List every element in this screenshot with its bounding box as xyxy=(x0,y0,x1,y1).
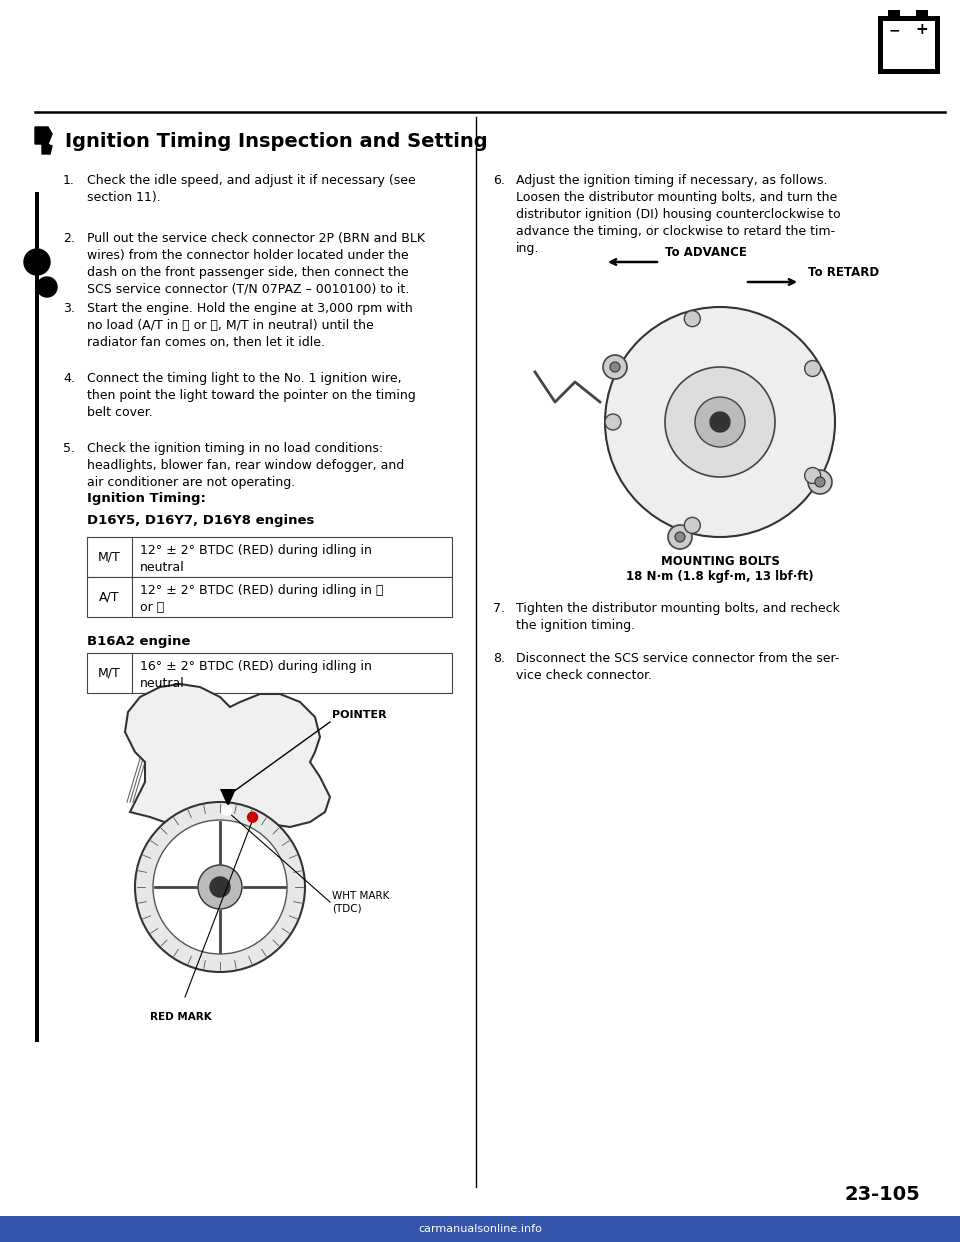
Polygon shape xyxy=(220,789,236,807)
Text: D16Y5, D16Y7, D16Y8 engines: D16Y5, D16Y7, D16Y8 engines xyxy=(87,514,314,527)
Text: A/T: A/T xyxy=(99,590,120,604)
Circle shape xyxy=(210,877,230,897)
Text: RED MARK: RED MARK xyxy=(150,1012,212,1022)
Text: Disconnect the SCS service connector from the ser-
vice check connector.: Disconnect the SCS service connector fro… xyxy=(516,652,839,682)
Text: −: − xyxy=(888,24,900,37)
Text: Connect the timing light to the No. 1 ignition wire,
then point the light toward: Connect the timing light to the No. 1 ig… xyxy=(87,373,416,419)
Circle shape xyxy=(135,802,305,972)
Circle shape xyxy=(610,361,620,373)
Text: 12° ± 2° BTDC (RED) during idling in
neutral: 12° ± 2° BTDC (RED) during idling in neu… xyxy=(140,544,372,574)
Text: Ignition Timing Inspection and Setting: Ignition Timing Inspection and Setting xyxy=(65,132,488,152)
Text: 6.: 6. xyxy=(493,174,505,188)
Circle shape xyxy=(668,525,692,549)
Text: carmanualsonline.info: carmanualsonline.info xyxy=(418,1225,542,1235)
Circle shape xyxy=(815,477,825,487)
Circle shape xyxy=(198,864,242,909)
Text: 12° ± 2° BTDC (RED) during idling in ⓝ
or Ⓟ: 12° ± 2° BTDC (RED) during idling in ⓝ o… xyxy=(140,584,383,614)
Text: To ADVANCE: To ADVANCE xyxy=(665,246,747,260)
Text: Adjust the ignition timing if necessary, as follows.
Loosen the distributor moun: Adjust the ignition timing if necessary,… xyxy=(516,174,841,255)
Text: Pull out the service check connector 2P (BRN and BLK
wires) from the connector h: Pull out the service check connector 2P … xyxy=(87,232,425,296)
Circle shape xyxy=(153,820,287,954)
Text: Ignition Timing:: Ignition Timing: xyxy=(87,492,205,505)
Circle shape xyxy=(248,812,257,822)
Text: 1.: 1. xyxy=(63,174,75,188)
Text: WHT MARK
(TDC): WHT MARK (TDC) xyxy=(332,891,390,913)
Text: 23-105: 23-105 xyxy=(844,1185,920,1203)
Circle shape xyxy=(804,360,821,376)
Text: +: + xyxy=(916,22,928,37)
Circle shape xyxy=(222,805,231,815)
Circle shape xyxy=(695,397,745,447)
Text: 5.: 5. xyxy=(63,442,75,455)
Text: Start the engine. Hold the engine at 3,000 rpm with
no load (A/T in ⓝ or Ⓟ, M/T : Start the engine. Hold the engine at 3,0… xyxy=(87,302,413,349)
Text: 2.: 2. xyxy=(63,232,75,245)
Bar xyxy=(87,537,452,578)
Circle shape xyxy=(804,467,821,483)
Bar xyxy=(87,653,452,693)
Circle shape xyxy=(684,518,700,533)
Bar xyxy=(916,10,928,17)
Text: 3.: 3. xyxy=(63,302,75,315)
Text: MOUNTING BOLTS
18 N·m (1.8 kgf·m, 13 lbf·ft): MOUNTING BOLTS 18 N·m (1.8 kgf·m, 13 lbf… xyxy=(626,555,814,582)
Bar xyxy=(878,16,940,75)
Text: B16A2 engine: B16A2 engine xyxy=(87,635,190,648)
Bar xyxy=(87,578,452,617)
Circle shape xyxy=(37,277,57,297)
Text: Check the idle speed, and adjust it if necessary (see
section 11).: Check the idle speed, and adjust it if n… xyxy=(87,174,416,204)
Text: Check the ignition timing in no load conditions:
headlights, blower fan, rear wi: Check the ignition timing in no load con… xyxy=(87,442,404,489)
Text: M/T: M/T xyxy=(98,550,121,564)
Circle shape xyxy=(603,355,627,379)
Text: 7.: 7. xyxy=(493,602,505,615)
Circle shape xyxy=(605,414,621,430)
Circle shape xyxy=(710,412,730,432)
Circle shape xyxy=(605,307,835,537)
Circle shape xyxy=(675,532,685,542)
Polygon shape xyxy=(125,684,330,827)
Bar xyxy=(883,21,935,70)
Text: M/T: M/T xyxy=(98,667,121,679)
Text: 8.: 8. xyxy=(493,652,505,664)
Text: 4.: 4. xyxy=(63,373,75,385)
Text: POINTER: POINTER xyxy=(332,710,387,720)
Circle shape xyxy=(665,366,775,477)
Text: Tighten the distributor mounting bolts, and recheck
the ignition timing.: Tighten the distributor mounting bolts, … xyxy=(516,602,840,632)
Bar xyxy=(0,1216,960,1242)
Bar xyxy=(35,193,39,1042)
Circle shape xyxy=(24,248,50,274)
Polygon shape xyxy=(35,127,52,144)
Circle shape xyxy=(808,469,832,494)
Bar xyxy=(888,10,900,17)
Text: 16° ± 2° BTDC (RED) during idling in
neutral: 16° ± 2° BTDC (RED) during idling in neu… xyxy=(140,660,372,691)
Polygon shape xyxy=(42,142,52,154)
Text: To RETARD: To RETARD xyxy=(808,266,879,279)
Circle shape xyxy=(684,310,700,327)
